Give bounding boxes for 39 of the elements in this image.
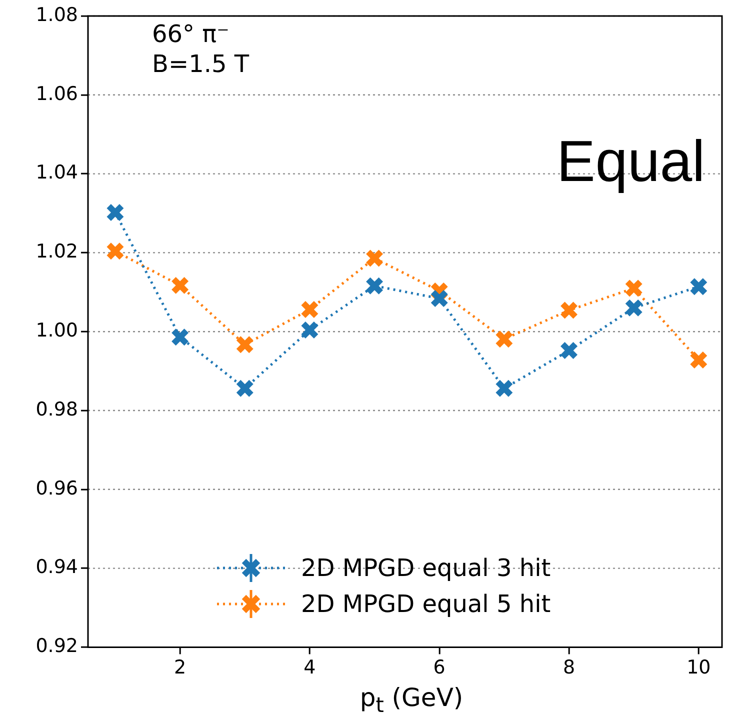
- legend-label: 2D MPGD equal 5 hit: [301, 590, 551, 618]
- y-tick-label: 1.06: [36, 82, 78, 105]
- point: [365, 248, 384, 268]
- annotation: 66° π⁻: [152, 20, 230, 48]
- x-tick-label: 2: [174, 656, 186, 679]
- x-tick-label: 4: [304, 656, 316, 679]
- point: [494, 379, 514, 398]
- x-tick-label: 10: [686, 656, 711, 679]
- point: [689, 350, 708, 370]
- point: [236, 379, 254, 398]
- point: [170, 276, 190, 295]
- y-tick-label: 0.94: [36, 556, 78, 578]
- x-tick-label: 6: [433, 656, 446, 679]
- point: [106, 242, 125, 260]
- y-tick-label: 0.92: [36, 635, 78, 658]
- annotation: B=1.5 T: [152, 50, 250, 78]
- y-tick-label: 1.04: [36, 162, 78, 184]
- point: [560, 300, 578, 320]
- point: [624, 278, 644, 298]
- point: [170, 328, 190, 346]
- point: [106, 203, 125, 222]
- y-tick-label: 1.02: [36, 240, 78, 263]
- point: [494, 330, 514, 348]
- point: [689, 277, 708, 296]
- x-axis-title: p$_{t}$ (GeV): [358, 683, 464, 717]
- x-tick-label: 8: [562, 656, 576, 679]
- point: [365, 276, 384, 296]
- point: [300, 300, 320, 319]
- point: [430, 289, 449, 308]
- legend-label: 2D MPGD equal 3 hit: [301, 554, 551, 582]
- y-tick-label: 1.08: [36, 4, 78, 26]
- point: [236, 335, 254, 354]
- point: [560, 341, 578, 360]
- y-tick-label: 1.00: [36, 320, 78, 342]
- y-tick-label: 0.96: [36, 477, 78, 500]
- annotation: Equal: [556, 128, 705, 195]
- y-tick-label: 0.98: [36, 398, 78, 420]
- point: [300, 320, 320, 340]
- point: [624, 298, 644, 318]
